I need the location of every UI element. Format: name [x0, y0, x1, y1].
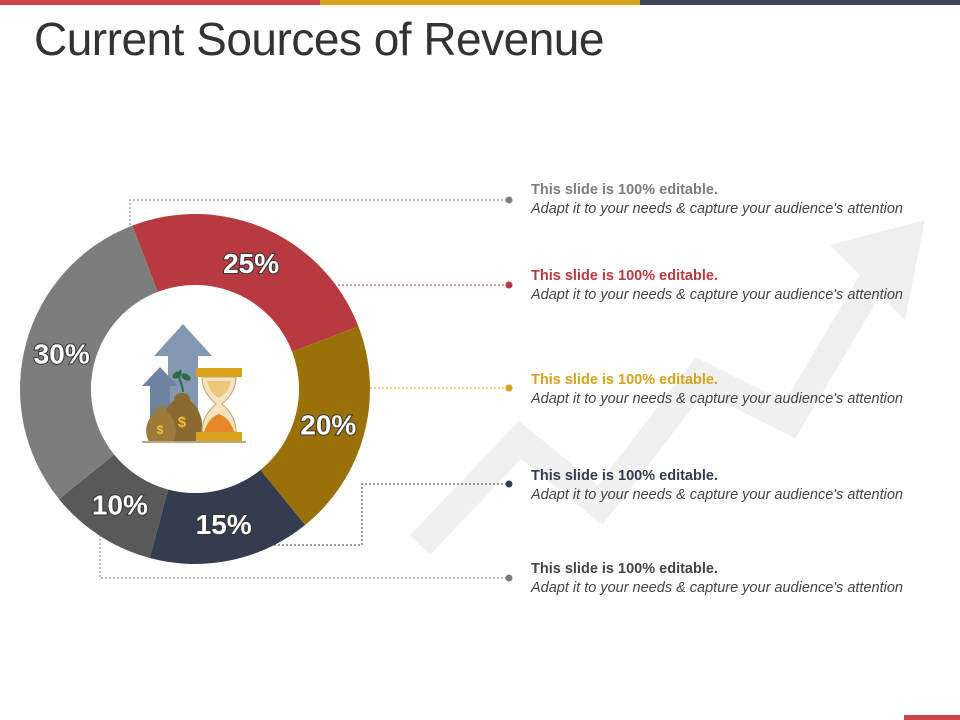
donut-slice: [260, 326, 370, 526]
item-text: Adapt it to your needs & capture your au…: [531, 201, 903, 217]
top-bar-navy: [640, 0, 960, 5]
connector-navy: [270, 483, 509, 546]
donut-slice: [58, 454, 169, 559]
footer-bar: [904, 715, 960, 720]
item-heading: This slide is 100% editable.: [531, 561, 718, 577]
connector-dot: [505, 196, 513, 204]
donut-slice: [149, 469, 306, 565]
connector-lines: [99, 199, 509, 579]
slice-label: 20%: [300, 410, 356, 441]
donut-slice: [19, 225, 158, 500]
item-heading: This slide is 100% editable.: [531, 372, 718, 388]
top-bar-red: [0, 0, 320, 5]
donut-slice: [132, 214, 359, 352]
inner-ring: [91, 285, 299, 493]
connector-gray-top: [129, 199, 509, 225]
connector-dot: [505, 574, 513, 582]
description-item: This slide is 100% editable. Adapt it to…: [531, 467, 951, 505]
item-heading: This slide is 100% editable.: [531, 182, 718, 198]
slide-title: Current Sources of Revenue: [34, 13, 604, 65]
slice-label: 25%: [223, 248, 279, 279]
item-text: Adapt it to your needs & capture your au…: [531, 487, 903, 503]
slice-label: 30%: [34, 338, 90, 369]
item-text: Adapt it to your needs & capture your au…: [531, 580, 903, 596]
connector-dot: [505, 384, 513, 392]
description-item: This slide is 100% editable. Adapt it to…: [531, 267, 951, 305]
svg-text:$: $: [157, 423, 164, 437]
trend-arrow-icon: [409, 220, 925, 555]
slice-label: 10%: [92, 490, 148, 521]
donut-slices: [19, 214, 370, 565]
description-item: This slide is 100% editable. Adapt it to…: [531, 371, 951, 409]
connector-dot: [505, 480, 513, 488]
description-item: This slide is 100% editable. Adapt it to…: [531, 560, 951, 598]
top-bar-gold: [320, 0, 640, 5]
svg-text:$: $: [178, 414, 187, 431]
item-text: Adapt it to your needs & capture your au…: [531, 287, 903, 303]
connector-dot: [505, 281, 513, 289]
donut-labels: 25% 20% 15% 10% 30%: [33, 247, 358, 541]
item-text: Adapt it to your needs & capture your au…: [531, 391, 903, 407]
item-heading: This slide is 100% editable.: [531, 268, 718, 284]
description-item: This slide is 100% editable. Adapt it to…: [531, 181, 951, 219]
connector-dots: [505, 196, 513, 582]
item-heading: This slide is 100% editable.: [531, 468, 718, 484]
slice-label: 15%: [196, 509, 252, 540]
money-growth-hourglass-icon: $ $: [142, 324, 246, 443]
